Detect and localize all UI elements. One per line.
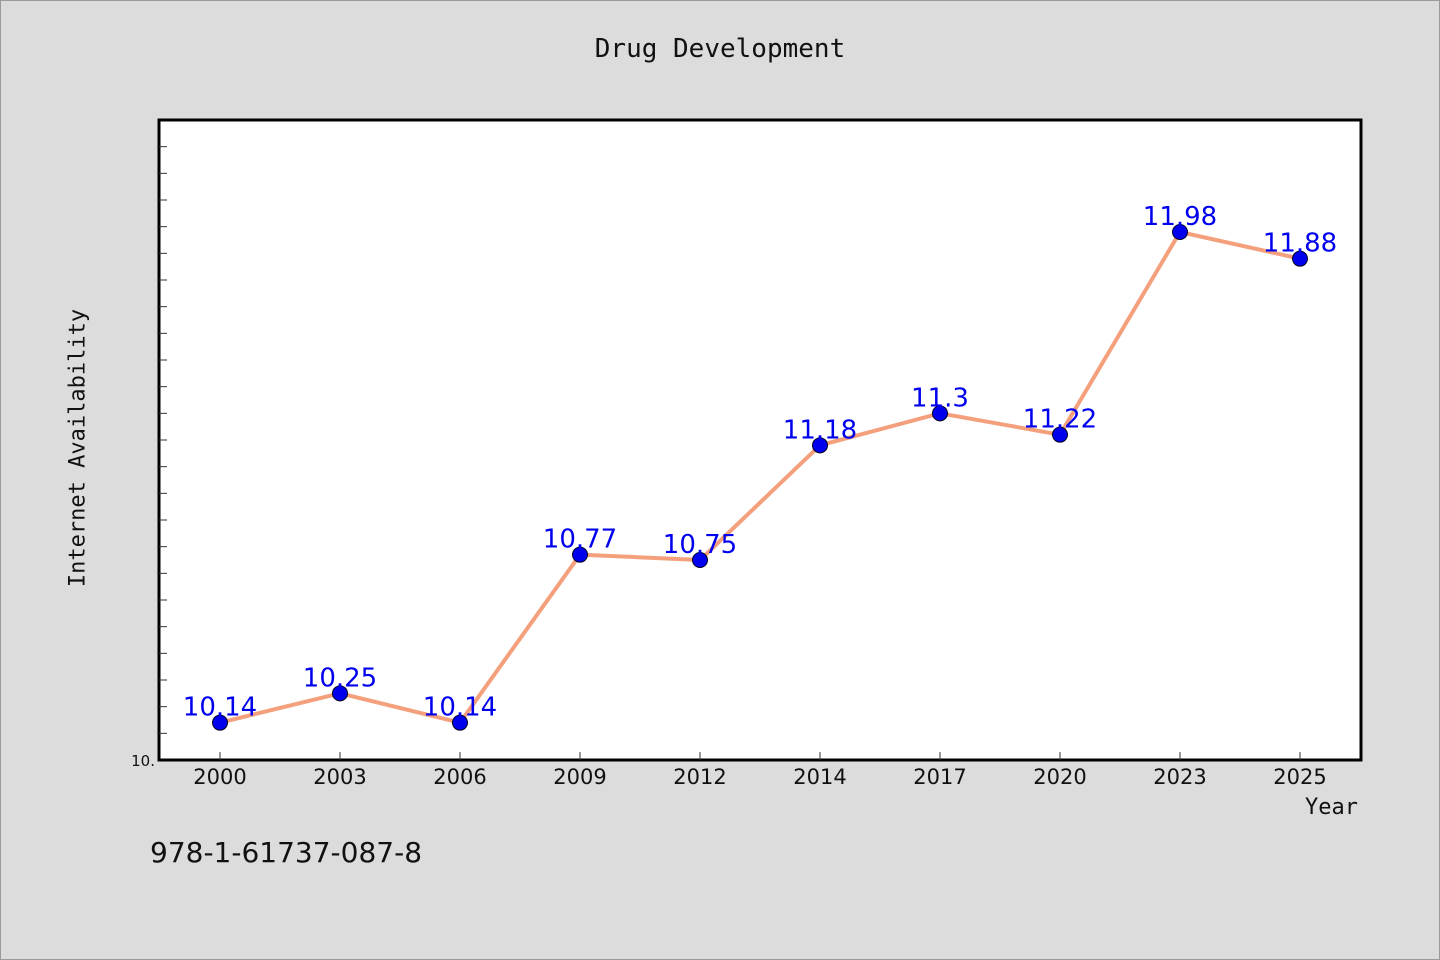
- data-point: [932, 405, 948, 422]
- data-point: [1172, 224, 1188, 240]
- data-label: 11.98: [1143, 202, 1217, 232]
- data-label: 10.25: [303, 663, 377, 693]
- x-tick-label: 2025: [1273, 765, 1326, 789]
- x-tick-label: 2009: [553, 765, 606, 789]
- data-label: 11.18: [783, 415, 857, 445]
- data-label: 11.22: [1023, 405, 1097, 435]
- data-label: 10.14: [183, 693, 257, 723]
- data-point: [212, 714, 228, 731]
- data-label: 10.14: [423, 693, 497, 723]
- footer-code: 978-1-61737-087-8: [150, 836, 423, 869]
- x-tick-label: 2023: [1153, 765, 1206, 789]
- data-point: [572, 546, 588, 563]
- x-tick-label: 2006: [433, 765, 486, 789]
- data-point: [692, 552, 708, 568]
- x-tick-label: 2020: [1033, 765, 1086, 789]
- data-label: 10.77: [543, 525, 617, 555]
- x-tick-label: 2017: [913, 765, 966, 789]
- x-tick-label: 2000: [193, 765, 246, 789]
- chart-title: Drug Development: [594, 34, 846, 64]
- data-point: [1292, 250, 1308, 267]
- data-point: [812, 437, 828, 454]
- x-tick-label: 2014: [793, 765, 846, 789]
- x-axis-label: Year: [1305, 795, 1358, 820]
- x-tick-label: 2012: [673, 765, 726, 789]
- data-point: [332, 685, 348, 702]
- data-point: [452, 714, 468, 731]
- data-label: 11.3: [911, 383, 969, 413]
- data-point: [1052, 426, 1068, 443]
- x-tick-label: 2003: [313, 765, 366, 789]
- data-label: 10.75: [663, 530, 737, 560]
- y-tick-label: 10.: [131, 752, 155, 770]
- series-line: [219, 230, 1301, 725]
- plot-area: [157, 118, 1363, 762]
- data-label: 11.88: [1263, 229, 1337, 259]
